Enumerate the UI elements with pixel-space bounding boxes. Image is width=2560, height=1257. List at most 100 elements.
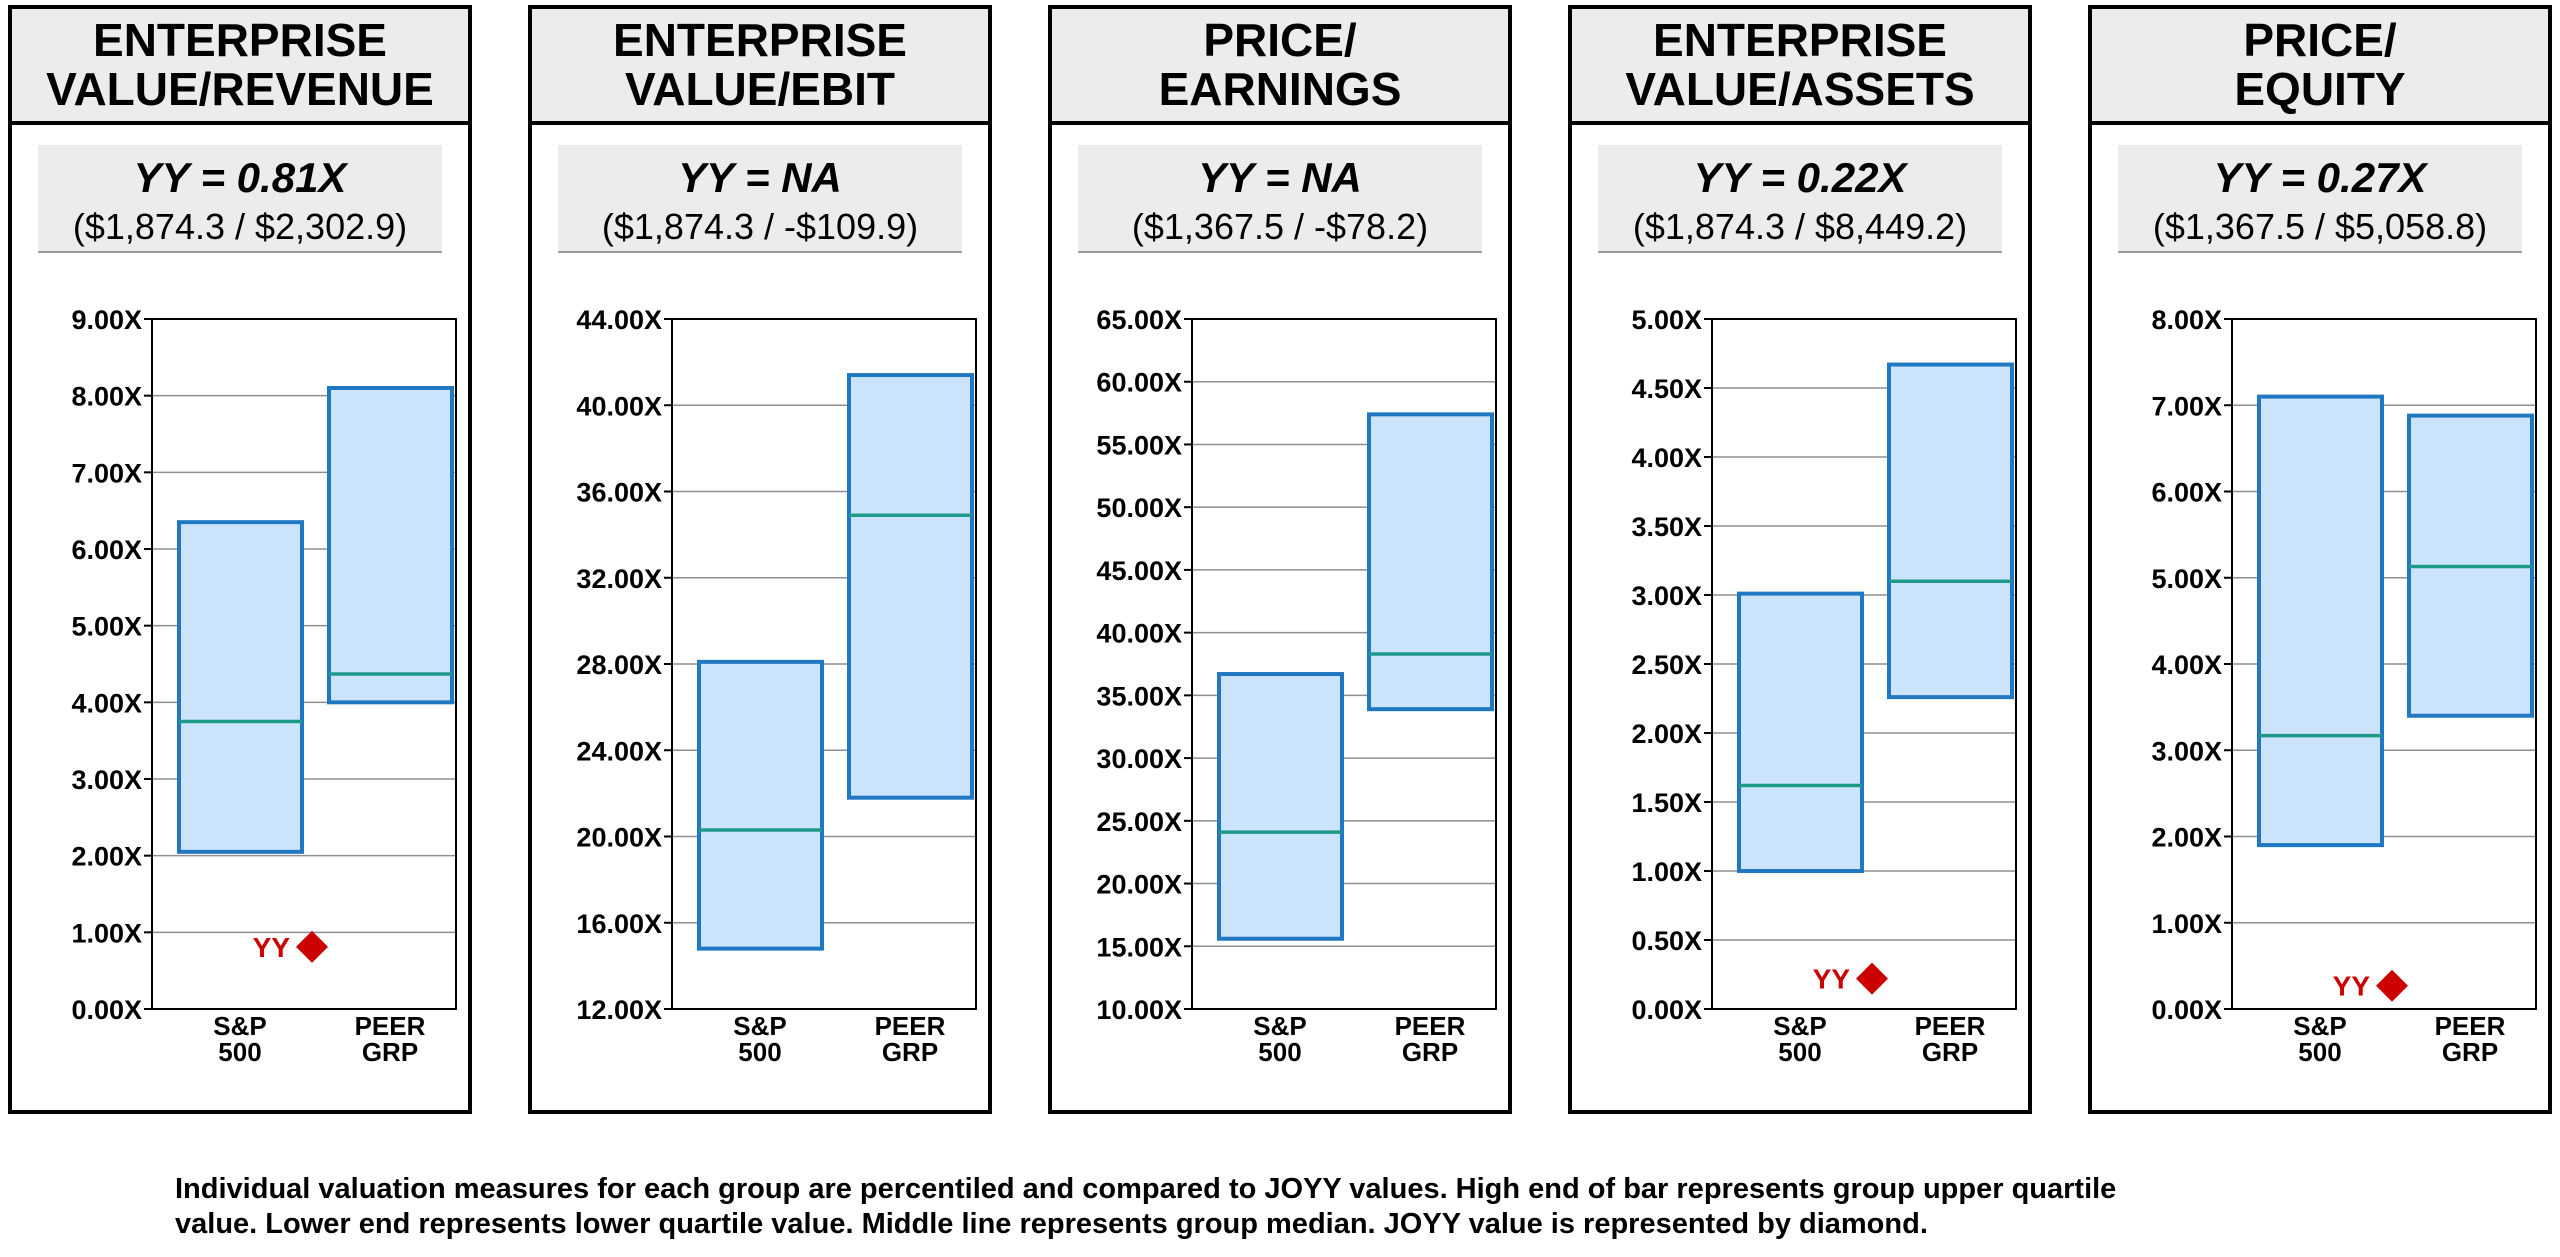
y-tick-label: 25.00X xyxy=(1096,807,1182,837)
x-category-label: 500 xyxy=(1258,1037,1301,1067)
yy-diamond-marker xyxy=(1856,962,1888,995)
y-tick-label: 12.00X xyxy=(576,995,662,1025)
x-category-label: S&P xyxy=(213,1011,266,1041)
panel-title-line1: PRICE/ xyxy=(2243,14,2397,66)
panel-title-line2: VALUE/ASSETS xyxy=(1625,63,1975,115)
x-category-label: S&P xyxy=(1773,1011,1826,1041)
y-tick-label: 10.00X xyxy=(1096,995,1182,1025)
x-category-label: GRP xyxy=(1922,1037,1978,1067)
y-tick-label: 2.50X xyxy=(1631,650,1702,680)
yy-value: YY = NA xyxy=(1198,154,1362,201)
ratio-value: ($1,874.3 / $2,302.9) xyxy=(72,206,408,247)
y-tick-label: 6.00X xyxy=(2151,478,2222,508)
panel-price-equity: PRICE/ EQUITY YY = 0.27X ($1,367.5 / $5,… xyxy=(2088,5,2552,1114)
box-peer-grp xyxy=(847,373,974,800)
x-category-label: S&P xyxy=(1253,1011,1306,1041)
x-category-label: GRP xyxy=(2442,1037,2498,1067)
y-tick-label: 30.00X xyxy=(1096,744,1182,774)
y-tick-label: 1.00X xyxy=(1631,857,1702,887)
panel-title-line1: ENTERPRISE xyxy=(1653,14,1947,66)
y-tick-label: 0.00X xyxy=(2151,995,2222,1025)
box-chart: 10.00X 15.00X 20.00X 25.00X 30.00X 35.00X 40.0… xyxy=(1096,305,1497,1067)
ratio-value: ($1,367.5 / $5,058.8) xyxy=(2152,206,2488,247)
y-tick-label: 4.50X xyxy=(1631,374,1702,404)
panel-title-line1: ENTERPRISE xyxy=(613,14,907,66)
yy-marker-label: YY xyxy=(1813,964,1851,995)
x-category-label: S&P xyxy=(2293,1011,2346,1041)
y-tick-label: 3.50X xyxy=(1631,512,1702,542)
y-tick-label: 5.00X xyxy=(1631,305,1702,335)
value-box: YY = NA ($1,367.5 / -$78.2) xyxy=(1078,145,1482,253)
panel-title: ENTERPRISE VALUE/ASSETS xyxy=(1572,9,2028,125)
yy-value: YY = 0.81X xyxy=(133,154,347,201)
box-sp500 xyxy=(1737,591,1864,873)
yy-marker-label: YY xyxy=(253,932,291,963)
y-tick-label: 1.50X xyxy=(1631,788,1702,818)
footnote: Individual valuation measures for each g… xyxy=(175,1172,2475,1242)
y-tick-label: 6.00X xyxy=(71,535,142,565)
footnote-line2: value. Lower end represents lower quarti… xyxy=(175,1208,1928,1240)
y-tick-label: 8.00X xyxy=(71,382,142,412)
box-sp500 xyxy=(1217,672,1344,941)
panel-title-line2: VALUE/REVENUE xyxy=(46,63,434,115)
y-tick-label: 60.00X xyxy=(1096,368,1182,398)
box-sp500 xyxy=(697,659,824,951)
x-category-label: GRP xyxy=(882,1037,938,1067)
y-tick-label: 3.00X xyxy=(2151,736,2222,766)
value-box: YY = NA ($1,874.3 / -$109.9) xyxy=(558,145,962,253)
plot-frame xyxy=(2231,318,2537,1010)
x-category-label: PEER xyxy=(1915,1011,1986,1041)
y-tick-label: 15.00X xyxy=(1096,932,1182,962)
box-chart: 0.00X 1.00X 2.00X 3.00X 4.00X 5.00X 6.00X 7.00X… xyxy=(2151,305,2537,1067)
panel-title-line1: ENTERPRISE xyxy=(93,14,387,66)
ratio-value: ($1,874.3 / -$109.9) xyxy=(601,206,919,247)
y-tick-label: 5.00X xyxy=(2151,564,2222,594)
plot-frame xyxy=(1191,318,1497,1010)
x-category-label: 500 xyxy=(1778,1037,1821,1067)
yy-diamond-marker xyxy=(296,930,328,963)
panel-price-earnings: PRICE/ EARNINGS YY = NA ($1,367.5 / -$78… xyxy=(1048,5,1512,1114)
y-tick-label: 28.00X xyxy=(576,650,662,680)
x-category-label: PEER xyxy=(875,1011,946,1041)
x-category-label: PEER xyxy=(1395,1011,1466,1041)
y-tick-label: 3.00X xyxy=(71,765,142,795)
y-tick-label: 20.00X xyxy=(1096,870,1182,900)
y-tick-label: 45.00X xyxy=(1096,556,1182,586)
panel-title-line2: EQUITY xyxy=(2234,63,2406,115)
y-tick-label: 65.00X xyxy=(1096,305,1182,335)
y-tick-label: 0.00X xyxy=(71,995,142,1025)
panel-title: ENTERPRISE VALUE/REVENUE xyxy=(12,9,468,125)
x-category-label: PEER xyxy=(2435,1011,2506,1041)
ratio-value: ($1,874.3 / $8,449.2) xyxy=(1632,206,1968,247)
y-tick-label: 7.00X xyxy=(2151,391,2222,421)
box-chart: 12.00X 16.00X 20.00X 24.00X 28.00X 32.00X 36.0… xyxy=(576,305,977,1067)
y-tick-label: 2.00X xyxy=(2151,823,2222,853)
panel-title-line2: EARNINGS xyxy=(1158,63,1402,115)
plot-frame xyxy=(671,318,977,1010)
box-chart: 0.00X 1.00X 2.00X 3.00X 4.00X 5.00X 6.00X 7.00X… xyxy=(71,305,457,1067)
y-tick-label: 1.00X xyxy=(2151,909,2222,939)
x-category-label: PEER xyxy=(355,1011,426,1041)
ratio-value: ($1,367.5 / -$78.2) xyxy=(1131,206,1429,247)
y-tick-label: 16.00X xyxy=(576,909,662,939)
y-tick-label: 5.00X xyxy=(71,612,142,642)
y-tick-label: 2.00X xyxy=(1631,719,1702,749)
panel-title-line1: PRICE/ xyxy=(1203,14,1357,66)
y-tick-label: 0.50X xyxy=(1631,926,1702,956)
y-tick-label: 44.00X xyxy=(576,305,662,335)
box-sp500 xyxy=(177,520,304,854)
box-peer-grp xyxy=(327,386,454,705)
y-tick-label: 3.00X xyxy=(1631,581,1702,611)
x-category-label: 500 xyxy=(218,1037,261,1067)
y-tick-label: 7.00X xyxy=(71,458,142,488)
y-tick-label: 1.00X xyxy=(71,918,142,948)
y-tick-label: 0.00X xyxy=(1631,995,1702,1025)
panel-title: ENTERPRISE VALUE/EBIT xyxy=(532,9,988,125)
y-tick-label: 4.00X xyxy=(71,688,142,718)
yy-value: YY = 0.22X xyxy=(1693,154,1907,201)
x-category-label: 500 xyxy=(738,1037,781,1067)
y-tick-label: 9.00X xyxy=(71,305,142,335)
y-tick-label: 8.00X xyxy=(2151,305,2222,335)
panel-ev-assets: ENTERPRISE VALUE/ASSETS YY = 0.22X ($1,8… xyxy=(1568,5,2032,1114)
y-tick-label: 4.00X xyxy=(1631,443,1702,473)
